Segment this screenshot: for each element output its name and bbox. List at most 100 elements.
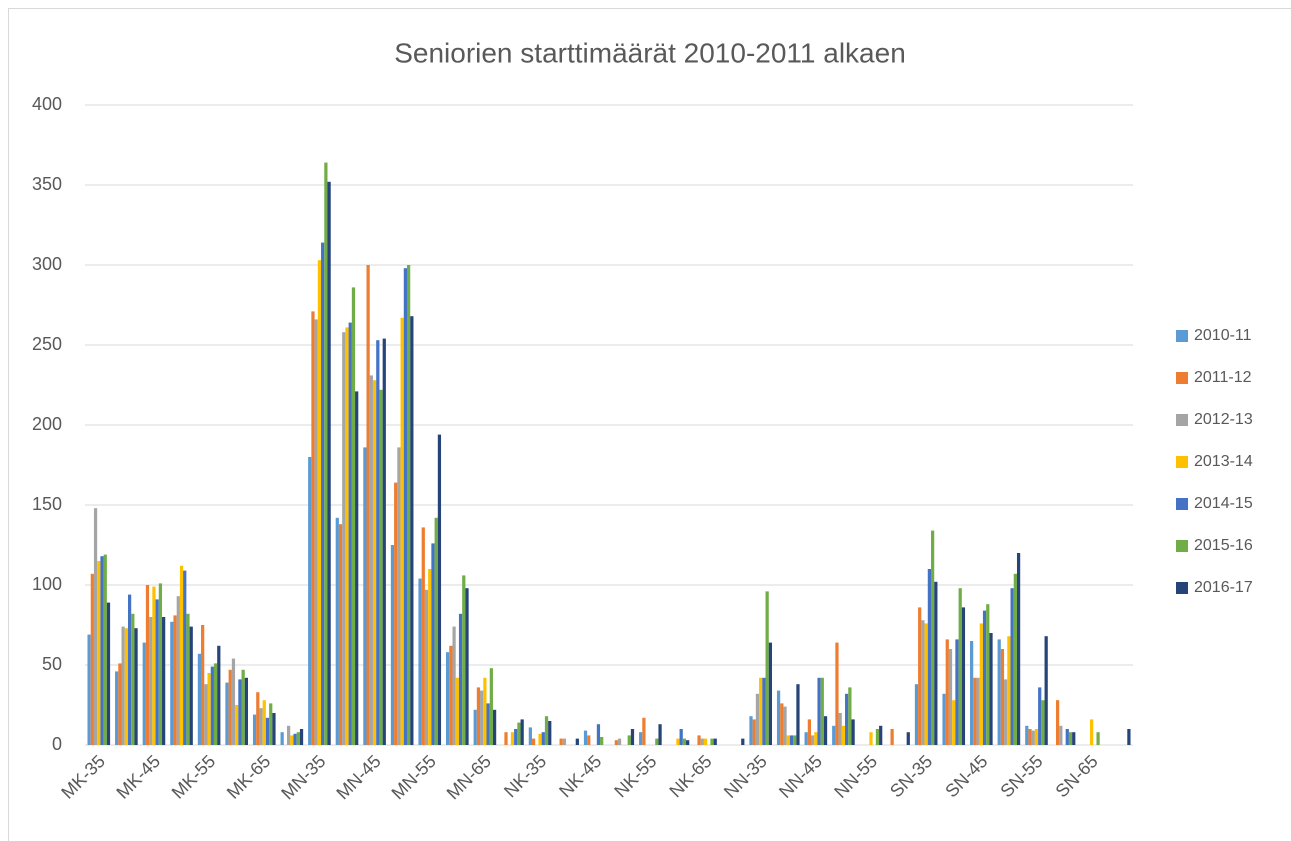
legend-label: 2016-17 bbox=[1194, 579, 1253, 596]
bar bbox=[238, 679, 242, 745]
bar bbox=[541, 732, 545, 745]
bar bbox=[765, 591, 769, 745]
bar bbox=[921, 620, 925, 745]
bar bbox=[90, 573, 94, 745]
bar bbox=[115, 671, 119, 745]
bar bbox=[639, 732, 643, 745]
bar bbox=[486, 703, 490, 745]
bar bbox=[290, 735, 294, 745]
bar bbox=[145, 585, 150, 745]
bar bbox=[986, 604, 990, 745]
bar bbox=[559, 738, 563, 745]
bar bbox=[793, 735, 797, 745]
bar bbox=[989, 633, 993, 745]
bar bbox=[762, 677, 766, 745]
bar bbox=[335, 517, 339, 745]
bar bbox=[642, 717, 646, 745]
bar bbox=[617, 738, 622, 745]
bar bbox=[789, 735, 794, 745]
bar bbox=[131, 613, 135, 745]
bar bbox=[449, 645, 453, 745]
bar bbox=[204, 684, 208, 745]
bar bbox=[351, 287, 356, 745]
bar bbox=[176, 596, 180, 745]
legend-label: 2013-14 bbox=[1194, 453, 1253, 470]
y-tick-label: 150 bbox=[32, 494, 62, 514]
bar bbox=[1044, 636, 1048, 745]
bar bbox=[544, 716, 549, 745]
y-tick-label: 0 bbox=[52, 734, 62, 754]
bar bbox=[342, 332, 346, 745]
bar bbox=[528, 727, 532, 745]
bar bbox=[1090, 719, 1094, 745]
bar bbox=[400, 317, 404, 745]
bar bbox=[768, 642, 772, 745]
legend-swatch bbox=[1176, 540, 1188, 552]
bar bbox=[293, 733, 297, 745]
bar bbox=[197, 653, 202, 745]
bar bbox=[918, 607, 922, 745]
bar bbox=[87, 634, 91, 745]
legend-swatch bbox=[1176, 372, 1188, 384]
bar bbox=[697, 735, 701, 745]
bar bbox=[170, 621, 174, 745]
bar bbox=[948, 649, 953, 745]
y-tick-label: 350 bbox=[32, 174, 62, 194]
bar bbox=[376, 340, 380, 745]
bar bbox=[835, 642, 839, 745]
bar bbox=[979, 623, 983, 745]
bar bbox=[817, 677, 821, 745]
bar bbox=[875, 729, 880, 745]
bar bbox=[955, 639, 959, 745]
bar bbox=[982, 610, 987, 745]
bar bbox=[1072, 732, 1076, 745]
bar bbox=[489, 668, 493, 745]
bar bbox=[121, 626, 125, 745]
bar bbox=[231, 658, 236, 745]
bar bbox=[345, 327, 349, 745]
legend-label: 2010-11 bbox=[1194, 327, 1252, 344]
y-tick-label: 200 bbox=[32, 414, 62, 434]
bar bbox=[256, 692, 260, 745]
bar bbox=[961, 607, 966, 745]
bar bbox=[244, 677, 248, 745]
bar bbox=[142, 642, 146, 745]
bar bbox=[838, 713, 842, 745]
legend-label: 2014-15 bbox=[1194, 495, 1253, 512]
bar bbox=[149, 617, 153, 745]
bar bbox=[280, 732, 284, 745]
chart-title: Seniorien starttimäärät 2010-2011 alkaen bbox=[394, 37, 906, 68]
bar bbox=[627, 735, 631, 745]
bar bbox=[562, 738, 567, 745]
legend-label: 2011-12 bbox=[1194, 369, 1252, 386]
bar bbox=[355, 391, 359, 745]
bar bbox=[914, 684, 919, 745]
bar bbox=[213, 663, 218, 745]
bar bbox=[173, 615, 177, 745]
bar bbox=[655, 738, 659, 745]
bar bbox=[997, 639, 1001, 745]
bar bbox=[369, 375, 373, 745]
bar bbox=[749, 716, 753, 745]
bar bbox=[973, 677, 977, 745]
bar bbox=[228, 669, 232, 745]
bar bbox=[890, 729, 894, 745]
bar bbox=[1041, 700, 1045, 745]
bar bbox=[100, 556, 104, 745]
bar bbox=[446, 652, 450, 745]
bar bbox=[807, 719, 811, 745]
bar bbox=[317, 260, 322, 745]
bar bbox=[1007, 636, 1011, 745]
bar bbox=[186, 613, 190, 745]
bar bbox=[379, 389, 383, 745]
bar bbox=[958, 588, 962, 745]
bar bbox=[713, 738, 717, 745]
bar bbox=[700, 738, 704, 745]
y-tick-label: 250 bbox=[32, 334, 62, 354]
bar bbox=[759, 677, 763, 745]
bar bbox=[614, 740, 618, 745]
bar bbox=[207, 673, 211, 745]
bar bbox=[492, 709, 497, 745]
bar bbox=[210, 666, 214, 745]
